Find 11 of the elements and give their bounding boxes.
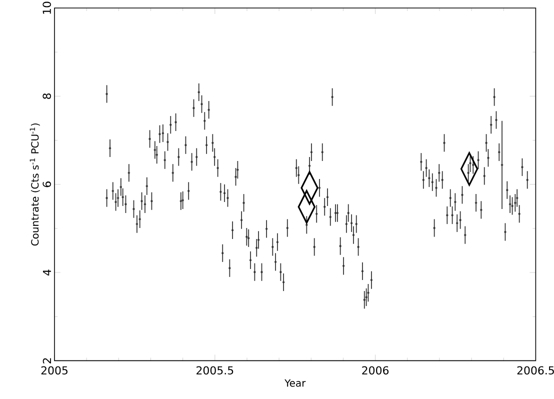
y-tick-label: 2: [42, 358, 51, 364]
y-axis-title: Countrate (Cts s$^{-1}$ PCU$^{-1}$): [30, 123, 40, 246]
y-tick-label: 4: [42, 270, 51, 276]
x-tick-label: 2006: [362, 366, 389, 375]
y-tick-label: 6: [42, 182, 51, 188]
y-tick-label: 8: [42, 93, 51, 99]
x-tick-label: 2006.5: [517, 366, 554, 375]
x-tick-label: 2005: [41, 366, 68, 375]
y-tick-label: 10: [42, 2, 51, 14]
x-axis-title: Year: [284, 379, 306, 387]
x-tick-label: 2005.5: [196, 366, 234, 375]
